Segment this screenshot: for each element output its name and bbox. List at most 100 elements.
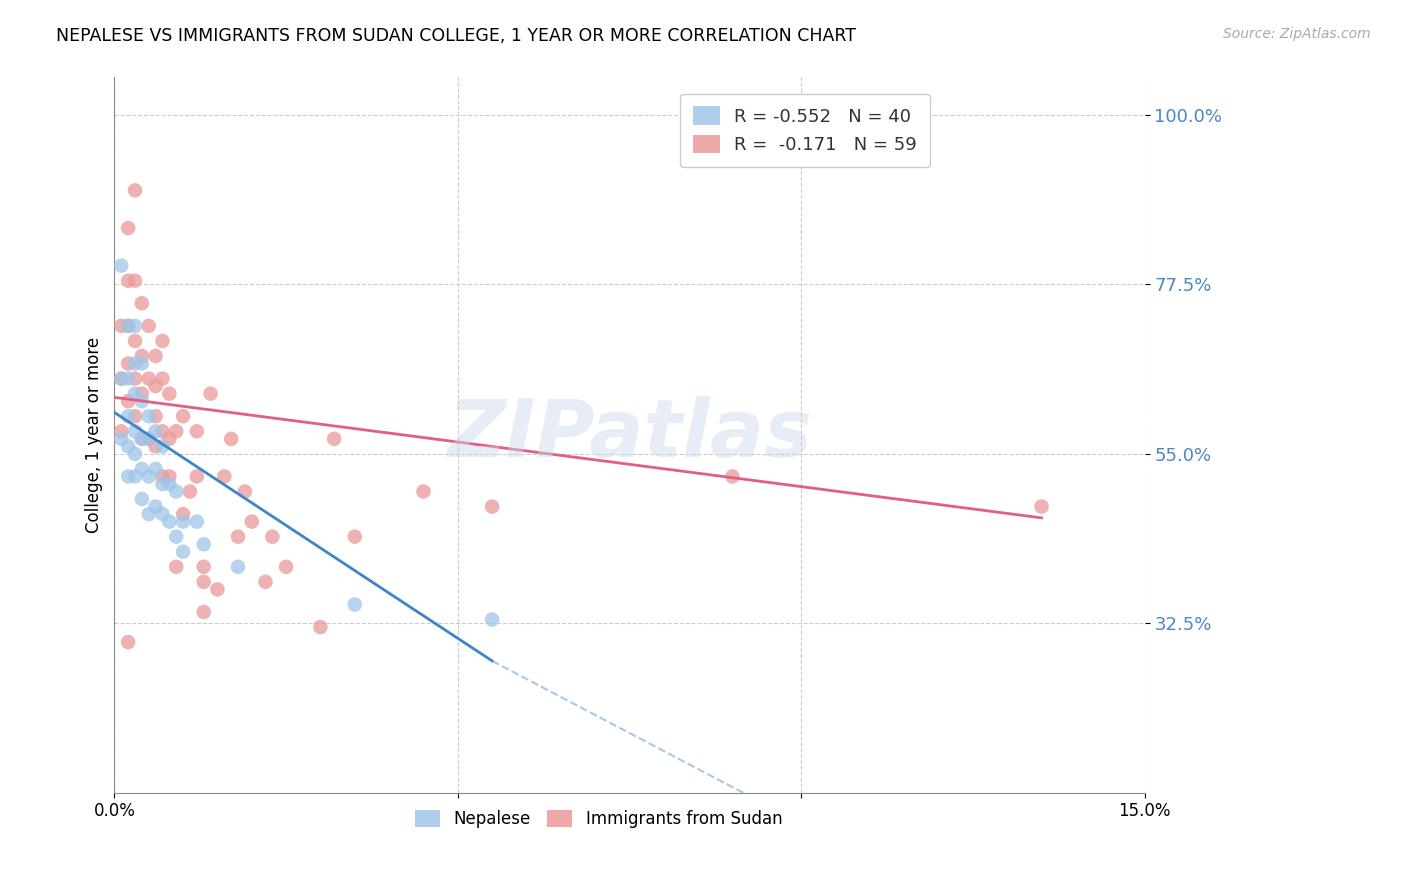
Point: [323, 432, 346, 446]
Point: [145, 409, 167, 424]
Point: [219, 432, 242, 446]
Point: [124, 386, 146, 401]
Text: Source: ZipAtlas.com: Source: ZipAtlas.com: [1223, 27, 1371, 41]
Point: [117, 409, 139, 424]
Point: [412, 484, 434, 499]
Point: [343, 598, 366, 612]
Point: [721, 469, 744, 483]
Point: [214, 469, 236, 483]
Point: [124, 318, 146, 333]
Point: [138, 469, 160, 483]
Legend: Nepalese, Immigrants from Sudan: Nepalese, Immigrants from Sudan: [408, 803, 789, 834]
Point: [165, 484, 187, 499]
Point: [145, 439, 167, 453]
Point: [226, 530, 249, 544]
Point: [193, 559, 215, 574]
Point: [131, 491, 153, 506]
Point: [172, 409, 194, 424]
Point: [110, 318, 132, 333]
Point: [110, 432, 132, 446]
Point: [1031, 500, 1053, 514]
Point: [138, 371, 160, 385]
Point: [145, 500, 167, 514]
Point: [124, 274, 146, 288]
Y-axis label: College, 1 year or more: College, 1 year or more: [86, 337, 103, 533]
Point: [193, 605, 215, 619]
Point: [145, 349, 167, 363]
Point: [117, 394, 139, 409]
Text: ZIPatlas: ZIPatlas: [447, 396, 813, 474]
Point: [145, 425, 167, 439]
Point: [138, 318, 160, 333]
Point: [124, 447, 146, 461]
Point: [145, 462, 167, 476]
Point: [131, 357, 153, 371]
Point: [262, 530, 284, 544]
Point: [131, 432, 153, 446]
Point: [131, 432, 153, 446]
Point: [343, 530, 366, 544]
Point: [131, 349, 153, 363]
Point: [131, 386, 153, 401]
Point: [157, 432, 180, 446]
Point: [152, 334, 174, 348]
Point: [131, 296, 153, 310]
Point: [117, 371, 139, 385]
Point: [117, 318, 139, 333]
Point: [165, 425, 187, 439]
Point: [157, 515, 180, 529]
Point: [138, 432, 160, 446]
Point: [124, 409, 146, 424]
Point: [117, 357, 139, 371]
Point: [179, 484, 201, 499]
Point: [481, 500, 503, 514]
Point: [152, 439, 174, 453]
Point: [117, 635, 139, 649]
Point: [172, 507, 194, 521]
Point: [110, 425, 132, 439]
Point: [152, 507, 174, 521]
Point: [131, 394, 153, 409]
Point: [152, 425, 174, 439]
Point: [138, 507, 160, 521]
Point: [193, 537, 215, 551]
Point: [254, 574, 277, 589]
Point: [124, 425, 146, 439]
Point: [145, 379, 167, 393]
Point: [240, 515, 263, 529]
Point: [233, 484, 256, 499]
Point: [165, 530, 187, 544]
Point: [157, 477, 180, 491]
Point: [124, 371, 146, 385]
Point: [117, 469, 139, 483]
Point: [481, 613, 503, 627]
Point: [117, 318, 139, 333]
Point: [117, 221, 139, 235]
Point: [186, 515, 208, 529]
Point: [124, 334, 146, 348]
Point: [110, 371, 132, 385]
Point: [186, 425, 208, 439]
Point: [309, 620, 332, 634]
Point: [138, 409, 160, 424]
Point: [207, 582, 229, 597]
Point: [124, 183, 146, 197]
Point: [193, 574, 215, 589]
Point: [110, 371, 132, 385]
Point: [165, 559, 187, 574]
Point: [138, 432, 160, 446]
Point: [152, 477, 174, 491]
Point: [117, 274, 139, 288]
Point: [226, 559, 249, 574]
Point: [172, 515, 194, 529]
Point: [186, 469, 208, 483]
Point: [157, 386, 180, 401]
Point: [274, 559, 297, 574]
Point: [110, 259, 132, 273]
Text: NEPALESE VS IMMIGRANTS FROM SUDAN COLLEGE, 1 YEAR OR MORE CORRELATION CHART: NEPALESE VS IMMIGRANTS FROM SUDAN COLLEG…: [56, 27, 856, 45]
Point: [117, 439, 139, 453]
Point: [172, 545, 194, 559]
Point: [157, 469, 180, 483]
Point: [152, 469, 174, 483]
Point: [131, 462, 153, 476]
